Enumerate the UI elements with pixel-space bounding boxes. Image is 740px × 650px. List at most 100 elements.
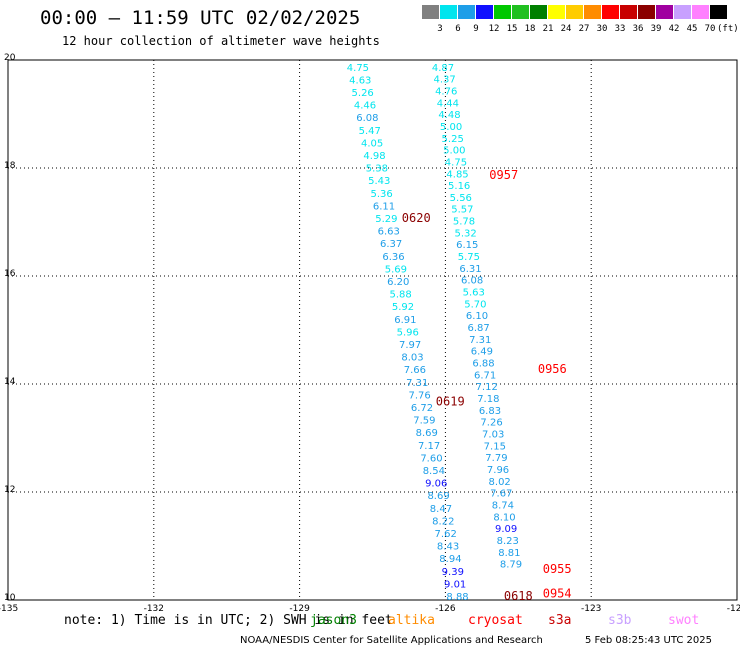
mission-label-s3b: s3b	[608, 613, 632, 628]
scale-label: 3	[437, 24, 443, 34]
mission-label-s3a: s3a	[548, 613, 572, 628]
wave-height-value: 5.47	[359, 126, 381, 137]
wave-height-value: 5.00	[440, 122, 462, 133]
pass-time-label: 0618	[504, 589, 533, 603]
wave-height-value: 7.96	[487, 465, 509, 476]
wave-height-value: 5.38	[366, 164, 388, 175]
scale-label: 39	[650, 24, 662, 34]
wave-height-value: 8.69	[416, 428, 438, 439]
scale-label: 15	[506, 24, 518, 34]
wave-height-value: 7.67	[490, 489, 512, 500]
wave-height-value: 4.63	[349, 75, 371, 86]
wave-height-value: 8.54	[423, 466, 445, 477]
wave-height-value: 9.06	[425, 479, 447, 490]
wave-height-value: 8.79	[500, 560, 522, 571]
wave-height-value: 8.69	[427, 491, 449, 502]
wave-height-value: 5.29	[375, 214, 397, 225]
scale-swatch	[422, 5, 439, 19]
wave-height-value: 4.76	[435, 86, 457, 97]
scale-label: 42	[668, 24, 680, 34]
wave-height-value: 8.22	[432, 516, 454, 527]
lat-tick-label: 14	[4, 377, 16, 387]
wave-height-value: 6.87	[467, 323, 489, 334]
wave-height-value: 8.81	[498, 548, 520, 559]
scale-swatch	[656, 5, 673, 19]
scale-unit-label: (ft)	[717, 24, 739, 34]
pass-time-label: 0957	[489, 168, 518, 182]
wave-height-value: 5.32	[455, 228, 477, 239]
wave-height-value: 7.66	[404, 365, 426, 376]
mission-label-jason3: jason3	[310, 613, 357, 628]
wave-height-value: 6.37	[380, 239, 402, 250]
wave-height-value: 6.36	[382, 252, 404, 263]
wave-height-value: 5.63	[463, 288, 485, 299]
lon-tick-label: -126	[435, 604, 456, 614]
wave-height-value: 5.25	[442, 134, 464, 145]
wave-height-value: 4.44	[437, 98, 459, 109]
scale-swatch	[584, 5, 601, 19]
mission-label-cryosat: cryosat	[468, 613, 523, 628]
wave-height-value: 6.71	[474, 370, 496, 381]
scale-swatch	[692, 5, 709, 19]
lat-tick-label: 18	[4, 161, 16, 171]
wave-height-value: 5.36	[371, 189, 393, 200]
scale-swatch	[548, 5, 565, 19]
page-subtitle: 12 hour collection of altimeter wave hei…	[62, 34, 380, 48]
page-title: 00:00 — 11:59 UTC 02/02/2025	[40, 7, 361, 29]
wave-height-value: 7.17	[418, 441, 440, 452]
wave-height-value: 8.10	[493, 512, 515, 523]
wave-height-value: 5.70	[464, 299, 486, 310]
scale-swatch	[710, 5, 727, 19]
wave-height-value: 8.23	[497, 536, 519, 547]
wave-height-value: 4.48	[438, 110, 460, 121]
scale-label: 70	[704, 24, 716, 34]
wave-height-value: 7.79	[485, 453, 507, 464]
wave-height-value: 6.20	[387, 277, 409, 288]
wave-height-value: 7.26	[480, 418, 502, 429]
scale-label: 30	[596, 24, 608, 34]
wave-height-value: 5.26	[352, 88, 374, 99]
wave-height-value: 6.31	[459, 264, 481, 275]
wave-height-value: 7.12	[476, 382, 498, 393]
wave-height-value: 6.83	[479, 406, 501, 417]
footer-credit: NOAA/NESDIS Center for Satellite Applica…	[240, 635, 543, 646]
footer-generated-time: 5 Feb 08:25:43 UTC 2025	[585, 635, 712, 646]
pass-time-label: 0619	[436, 395, 465, 409]
wave-height-value: 6.08	[461, 276, 483, 287]
wave-height-value: 9.01	[444, 579, 466, 590]
wave-height-value: 4.46	[354, 101, 376, 112]
wave-height-value: 9.39	[442, 567, 464, 578]
wave-height-value: 6.91	[394, 315, 416, 326]
wave-height-value: 8.43	[437, 542, 459, 553]
wave-height-value: 4.98	[363, 151, 385, 162]
wave-height-value: 8.47	[430, 504, 452, 515]
wave-height-value: 4.05	[361, 138, 383, 149]
scale-label: 33	[614, 24, 626, 34]
wave-height-value: 5.78	[453, 217, 475, 228]
wave-height-value: 6.49	[471, 347, 493, 358]
scale-swatch	[566, 5, 583, 19]
lon-tick-label: -123	[581, 604, 601, 614]
lon-tick-label: -132	[144, 604, 164, 614]
scale-label: 6	[455, 24, 461, 34]
wave-height-value: 6.11	[373, 201, 395, 212]
wave-height-value: 8.88	[446, 592, 468, 603]
wave-height-value: 7.76	[408, 390, 430, 401]
wave-height-value: 7.03	[482, 429, 504, 440]
scale-label: 21	[542, 24, 554, 34]
lat-tick-label: 12	[4, 485, 15, 495]
wave-height-value: 5.57	[451, 205, 473, 216]
wave-height-value: 5.69	[385, 264, 407, 275]
lon-tick-label: -129	[289, 604, 310, 614]
pass-time-label: 0954	[543, 586, 572, 600]
scale-swatch	[494, 5, 511, 19]
pass-time-label: 0956	[538, 362, 567, 376]
wave-height-value: 7.59	[413, 416, 435, 427]
scale-swatch	[512, 5, 529, 19]
wave-height-value: 6.63	[378, 227, 400, 238]
wave-height-value: 5.75	[458, 252, 480, 263]
scale-swatch	[620, 5, 637, 19]
lat-tick-label: 10	[4, 593, 16, 603]
wave-height-value: 9.09	[495, 524, 517, 535]
scale-label: 24	[560, 24, 572, 34]
